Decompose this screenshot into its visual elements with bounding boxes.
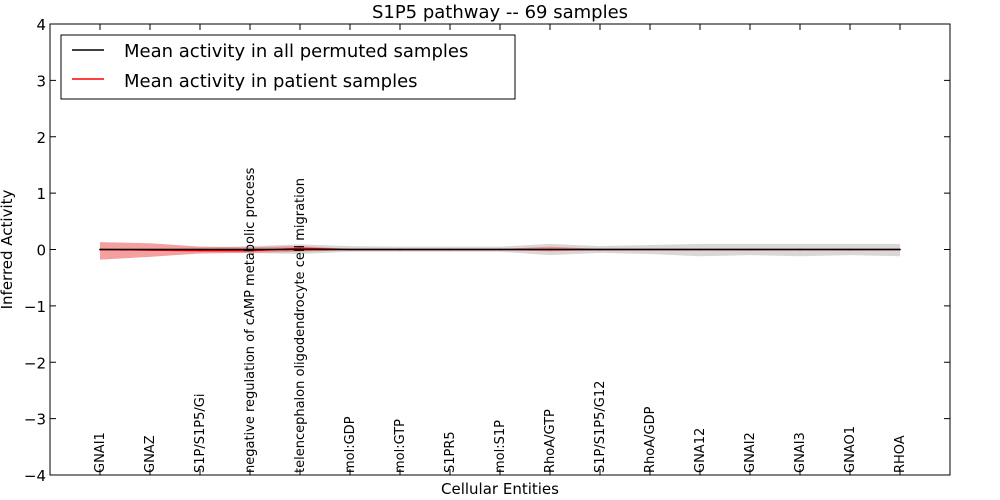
point-series-0-9 [549, 248, 551, 251]
x-axis: GNAI1 GNAZ S1P/S1P5/Gi negative regulation … [93, 24, 908, 475]
legend-label-permuted: Mean activity in all permuted samples [124, 41, 468, 62]
point-series-0-6 [399, 248, 401, 251]
x-tick-label-16: RHOA [893, 435, 908, 473]
point-series-0-3 [249, 248, 251, 251]
point-series-0-11 [649, 248, 651, 251]
point-series-0-4 [299, 248, 301, 251]
x-tick-label-1: GNAZ [143, 435, 158, 473]
point-series-0-14 [799, 248, 801, 251]
legend-label-patient: Mean activity in patient samples [124, 71, 418, 92]
x-axis-label: Cellular Entities [441, 480, 559, 498]
y-tick-label-3: −1 [24, 298, 46, 316]
y-tick-label-4: 0 [36, 242, 46, 260]
point-series-0-5 [349, 248, 351, 251]
point-series-0-1 [149, 248, 151, 251]
x-tick-label-13: GNAI2 [743, 432, 758, 473]
x-tick-label-10: S1P/S1P5/G12 [593, 381, 608, 473]
point-series-0-13 [749, 248, 751, 251]
y-axis-label: Inferred Activity [0, 189, 16, 309]
point-series-0-2 [199, 248, 201, 251]
y-tick-label-7: 3 [36, 72, 46, 90]
band-series-1 [100, 242, 900, 260]
y-tick-label-6: 2 [36, 129, 46, 147]
x-tick-label-9: RhoA/GTP [543, 409, 558, 473]
x-tick-label-2: S1P/S1P5/Gi [193, 394, 208, 473]
x-tick-label-4: telencephalon oligodendrocyte cell migra… [293, 178, 308, 473]
point-series-0-8 [499, 248, 501, 251]
x-tick-label-7: S1PR5 [443, 431, 458, 473]
x-tick-label-14: GNAI3 [793, 432, 808, 473]
x-tick-label-8: mol:S1P [493, 420, 508, 473]
y-tick-label-5: 1 [36, 185, 46, 203]
y-tick-label-8: 4 [36, 16, 46, 34]
y-axis: −4 −3 −2 −1 0 1 2 3 4 [24, 16, 950, 485]
x-tick-label-6: mol:GTP [393, 419, 408, 473]
point-series-0-16 [899, 248, 901, 251]
y-tick-label-0: −4 [24, 467, 46, 485]
legend: Mean activity in all permuted samples Me… [60, 34, 516, 100]
point-series-0-7 [449, 248, 451, 251]
x-tick-label-11: RhoA/GDP [643, 406, 658, 473]
x-tick-label-3: negative regulation of cAMP metabolic pr… [243, 167, 258, 473]
point-series-0-12 [699, 248, 701, 251]
y-tick-label-1: −3 [24, 411, 46, 429]
legend-box [60, 34, 516, 100]
series-lines [99, 247, 901, 252]
x-tick-label-0: GNAI1 [93, 432, 108, 473]
point-series-0-15 [849, 248, 851, 251]
point-series-0-10 [599, 248, 601, 251]
point-series-0-0 [99, 248, 101, 251]
x-tick-label-12: GNA12 [693, 428, 708, 473]
chart-title: S1P5 pathway -- 69 samples [372, 2, 628, 23]
x-tick-label-15: GNAO1 [843, 426, 858, 473]
y-tick-label-2: −2 [24, 354, 46, 372]
x-tick-label-5: mol:GDP [343, 416, 358, 473]
